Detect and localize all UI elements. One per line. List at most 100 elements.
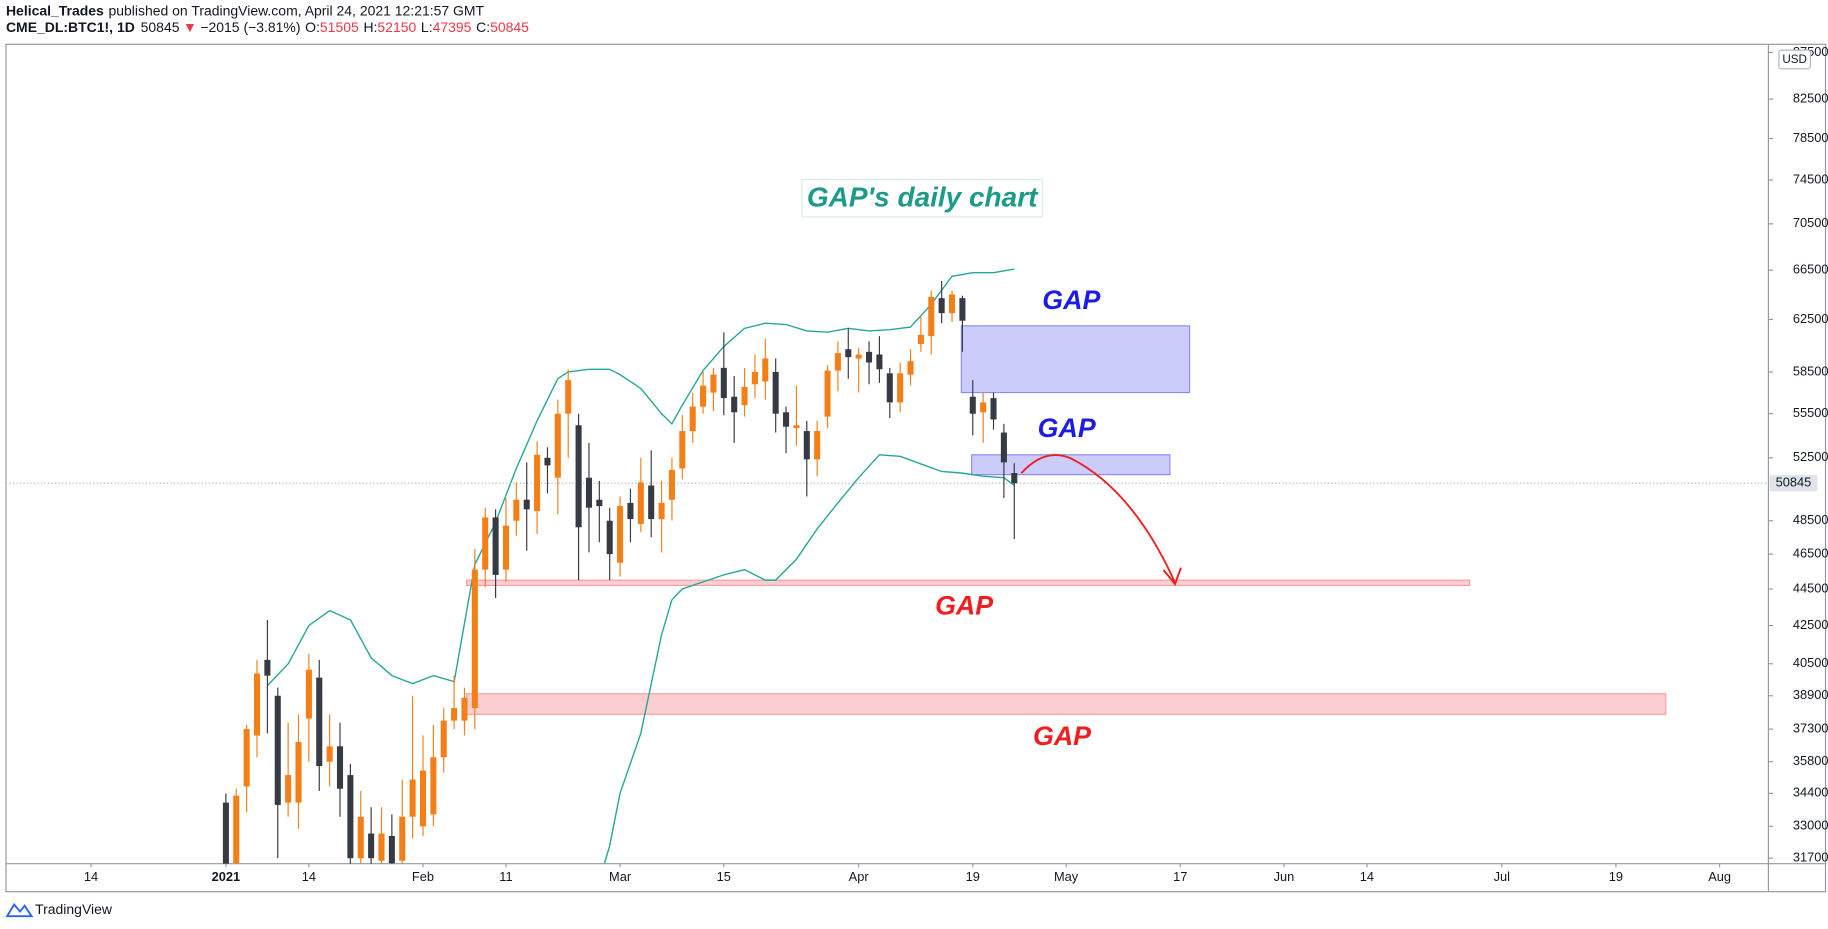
candle-body [710,374,717,393]
x-tick-label: Aug [1708,869,1731,884]
candle-body [585,477,592,508]
candle-body [845,349,852,358]
x-tick-label: 14 [302,869,316,884]
y-tick-label: 35800 [1793,753,1828,768]
candle-body [596,499,603,507]
x-tick-label: Jul [1494,869,1510,884]
candle-body [461,697,468,721]
x-tick-label: 14 [84,869,98,884]
x-tick-label: 14 [1360,869,1374,884]
candle-body [689,406,696,432]
candle-body [959,298,966,321]
arrow-head [1162,567,1182,586]
candle-body [627,502,634,520]
gap-zone [465,579,1471,587]
last-price: 50845 [141,19,180,35]
candle-body [980,402,987,413]
x-tick-label: Jun [1274,869,1295,884]
y-tick-label: 44500 [1793,580,1828,595]
candle-body [948,294,956,314]
candle-body [264,659,271,676]
x-tick-label: 2021 [212,869,241,884]
candle-body [233,795,240,864]
candle-body [762,358,769,382]
candle-body [928,296,935,337]
y-tick-label: 52500 [1793,449,1828,464]
last-price-box [1769,475,1818,492]
candle-body [419,770,427,827]
author: Helical_Trades [6,2,104,18]
gap-zone [971,454,1171,476]
plot-area [5,268,1769,864]
band-line [266,268,1015,687]
candle-body [886,373,893,403]
low-value: 47395 [433,19,472,35]
candle-body [990,398,997,420]
x-tick-label: Mar [609,869,632,884]
chart-title: GAP's daily chart [807,182,1039,213]
currency: USD [1782,53,1807,66]
candle-body [606,520,613,555]
tradingview-logo [5,902,34,918]
x-tick-label: 19 [966,869,980,884]
candle-body [326,746,333,762]
candle-body [803,431,810,460]
candle-body [430,757,437,815]
candle-body [938,298,945,314]
candle-body [399,816,406,861]
candle-body [482,517,489,570]
candle-body [388,835,395,864]
candle-body [700,385,707,407]
currency-badge[interactable] [1778,49,1811,70]
title-box [801,178,1043,218]
candle-body [1011,473,1018,484]
candle-body [917,334,924,344]
candle-body [409,779,416,817]
candle-body [565,380,572,414]
y-tick-label: 42500 [1793,617,1828,632]
candle-body [502,525,510,570]
candle-body [316,677,323,767]
candle-body [222,802,229,864]
candle-body [305,669,312,719]
y-tick-label: 46500 [1793,546,1828,561]
candle-body [814,431,821,460]
open-label: O: [305,19,320,35]
zones [465,325,1667,715]
candle-body [793,425,800,429]
candle-body [907,361,914,375]
publish-line: Helical_Trades published on TradingView.c… [6,2,485,18]
footer-brand: TradingView [35,901,113,917]
gap-label: GAP [1033,721,1091,751]
annotations: GAP GAP GAP GAP [935,285,1100,751]
chart-frame [5,43,1827,893]
symbol-line: CME_DL:BTC1!, 1D 50845 ▼ −2015 (−3.81%) O:51… [6,19,529,35]
candle-body [824,370,831,417]
candle-body [253,673,261,736]
candle-body [554,413,561,478]
candle-body [866,351,873,363]
candle-body [523,499,530,510]
candle-body [617,506,624,563]
candle-body [679,431,686,469]
candle-body [347,775,354,859]
close-label: C: [476,19,490,35]
price-axis: 31700 33000 34400 35800 37300 38900 40500 42500… [1768,44,1828,865]
candle-body [378,833,385,861]
x-tick-label: 15 [717,869,731,884]
candle-body [741,387,748,406]
symbol: CME_DL:BTC1!, 1D [6,19,135,35]
candle-body [897,373,904,403]
y-tick-label: 78500 [1793,130,1828,145]
y-tick-label: 38900 [1793,687,1828,702]
candle-body [243,729,250,787]
x-tick-label: Apr [849,869,870,884]
candle-body [648,485,655,520]
candle-body [772,371,779,414]
candle-body [668,470,675,500]
y-tick-label: 48500 [1793,512,1828,527]
candle-body [357,816,364,859]
band-line [603,454,1015,864]
